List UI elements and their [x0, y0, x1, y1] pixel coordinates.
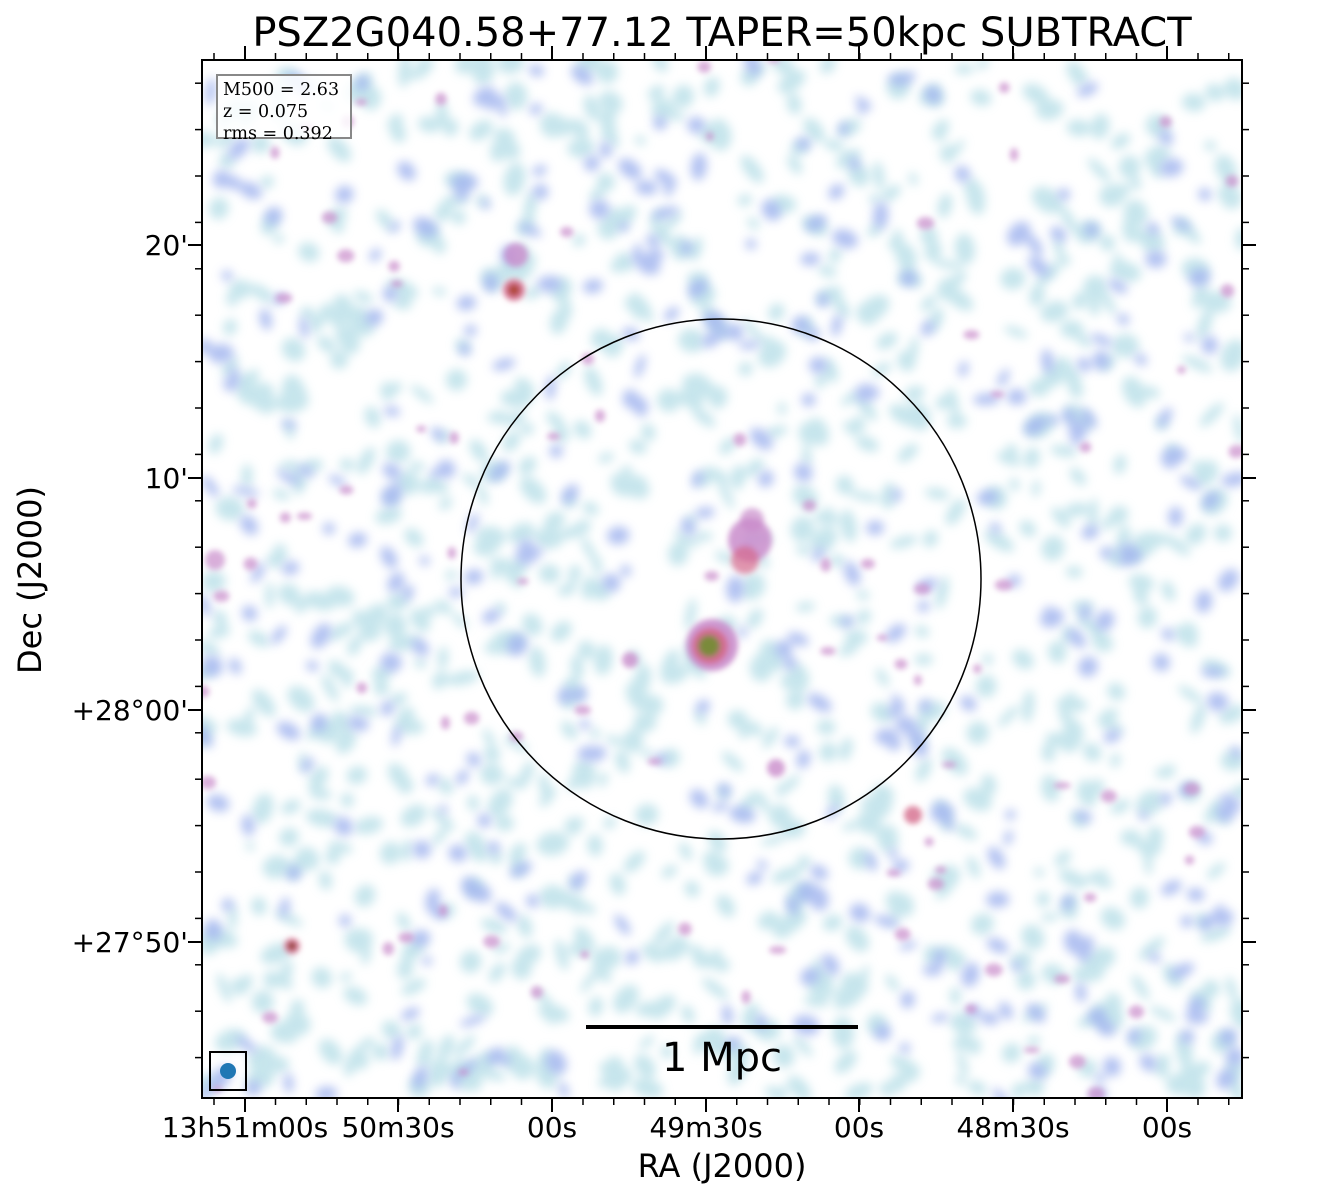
- ra-tick-label: 13h51m00s: [162, 1111, 329, 1144]
- dec-tick-label: 10': [145, 462, 188, 495]
- beam-ellipse: [220, 1063, 236, 1079]
- dec-tick-labels: 20' 10' +28°00' +27°50': [72, 229, 188, 959]
- ra-tick-label: 00s: [527, 1111, 577, 1144]
- plot-title: PSZ2G040.58+77.12 TAPER=50kpc SUBTRACT: [252, 10, 1192, 56]
- scalebar-label: 1 Mpc: [661, 1035, 783, 1081]
- ra-tick-label: 00s: [1142, 1111, 1192, 1144]
- plot-frame: [201, 59, 1243, 1099]
- redshift-text: z = 0.075: [223, 102, 309, 122]
- m500-text: M500 = 2.63: [223, 80, 340, 100]
- dec-tick-label: +27°50': [72, 926, 188, 959]
- ra-tick-label: 48m30s: [956, 1111, 1069, 1144]
- rms-text: rms = 0.392: [223, 124, 333, 144]
- y-axis-label: Dec (J2000): [11, 486, 49, 674]
- dec-tick-label: +28°00': [72, 694, 188, 727]
- ra-tick-label: 50m30s: [341, 1111, 454, 1144]
- axis-ticks: [188, 46, 1256, 1112]
- x-axis-label: RA (J2000): [637, 1147, 807, 1185]
- r500-circle: [460, 318, 982, 840]
- info-box: M500 = 2.63 z = 0.075 rms = 0.392: [216, 74, 352, 144]
- beam-box: [209, 1051, 247, 1091]
- ra-tick-label: 00s: [834, 1111, 884, 1144]
- ra-tick-labels: 13h51m00s 50m30s 00s 49m30s 00s 48m30s 00s: [162, 1111, 1192, 1144]
- ra-tick-label: 49m30s: [649, 1111, 762, 1144]
- dec-tick-label: 20': [145, 229, 188, 262]
- radio-emission-map: [202, 60, 1242, 1098]
